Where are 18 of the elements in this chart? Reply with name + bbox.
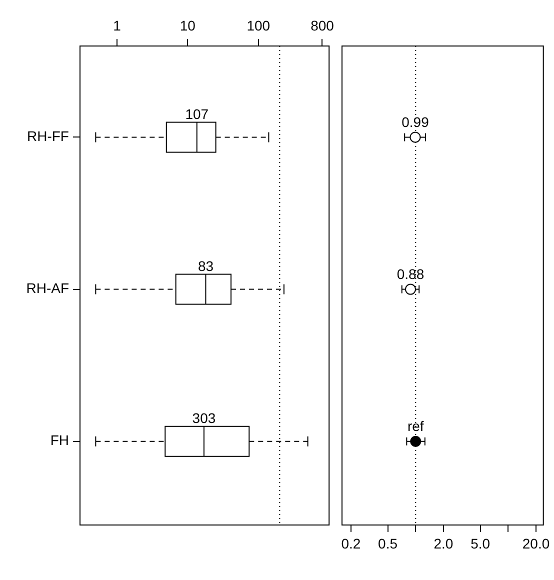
x-tick-label: 10 xyxy=(180,17,196,34)
x-tick-label: 0.5 xyxy=(378,535,398,552)
x-tick-label: 100 xyxy=(246,17,270,34)
x-tick-label: 0.2 xyxy=(341,535,361,552)
annotation: 107 xyxy=(185,106,209,122)
data-label: 0.99 xyxy=(402,114,430,130)
data-label: ref xyxy=(407,418,424,434)
y-tick-label: RH-AF xyxy=(26,280,69,296)
y-tick-label: FH xyxy=(50,432,69,448)
data-label: 0.88 xyxy=(396,266,424,282)
x-tick-label: 5.0 xyxy=(470,535,490,552)
annotation: 83 xyxy=(198,258,214,274)
x-tick-label: 20.0 xyxy=(522,535,550,552)
x-tick-label: 2.0 xyxy=(434,535,454,552)
x-tick-label: 1 xyxy=(113,17,122,34)
annotation: 303 xyxy=(192,410,216,426)
x-tick-label: 800 xyxy=(310,17,334,34)
y-tick-label: RH-FF xyxy=(27,128,69,144)
